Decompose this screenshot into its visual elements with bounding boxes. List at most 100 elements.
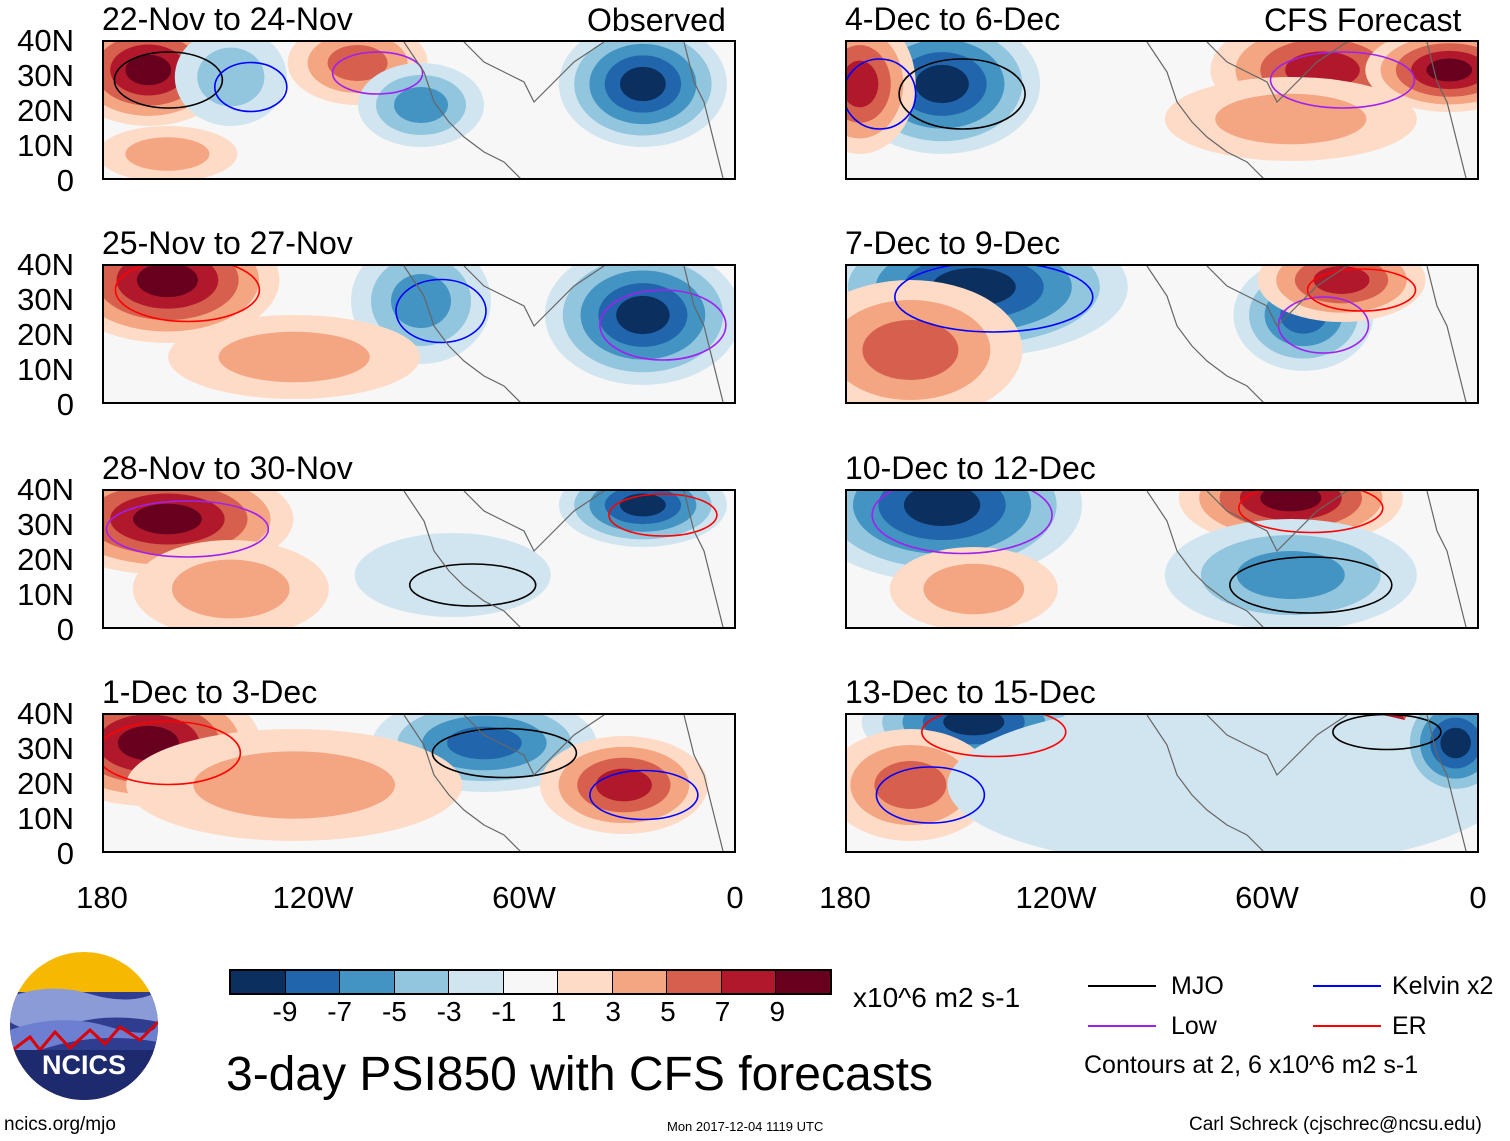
footer-credit: Carl Schreck (cjschrec@ncsu.edu): [1189, 1114, 1482, 1135]
anomaly-shading: [327, 45, 388, 81]
lon-label: 120W: [1015, 880, 1097, 915]
colorbar-tick: -7: [327, 996, 353, 1027]
colorbar-swatch: [558, 971, 613, 993]
map-panel: [845, 713, 1479, 853]
lat-label: 10N: [17, 801, 74, 836]
contour-line: [214, 61, 288, 113]
anomaly-shading: [847, 60, 879, 108]
anomaly-shading: [394, 87, 448, 123]
anomaly-shading: [915, 64, 969, 104]
map-panel: [102, 40, 736, 180]
contour-line: [114, 266, 261, 323]
anomaly-shading: [1440, 727, 1471, 759]
contour-line: [921, 715, 1067, 758]
legend-swatch-low: [1088, 1025, 1156, 1027]
lat-label: 30N: [17, 58, 74, 93]
map-panel: [845, 264, 1479, 404]
panel-title: 28-Nov to 30-Nov: [102, 450, 353, 486]
contour-line: [104, 720, 242, 786]
anomaly-shading: [947, 715, 1477, 851]
anomaly-shading: [923, 563, 1025, 615]
lat-label: 0: [56, 612, 74, 647]
lat-label: 0: [56, 387, 74, 422]
colorbar-swatch: [612, 971, 667, 993]
colorbar-tick: 9: [769, 996, 786, 1027]
contour-line: [113, 51, 224, 109]
lat-label: 30N: [17, 507, 74, 542]
panel-title: 25-Nov to 27-Nov: [102, 225, 353, 261]
coastline: [1146, 715, 1467, 851]
map-svg: [847, 491, 1477, 627]
lat-label: 10N: [17, 352, 74, 387]
contour-line: [847, 58, 917, 130]
contour-line: [871, 491, 1053, 555]
lat-label: 30N: [17, 282, 74, 317]
contour-line: [1238, 491, 1384, 534]
colorbar: [229, 969, 832, 995]
colorbar-units: x10^6 m2 s-1: [853, 982, 1021, 1013]
anomaly-shading: [619, 66, 666, 102]
anomaly-shading: [125, 137, 210, 171]
contour-line: [875, 766, 986, 824]
lat-label: 20N: [17, 317, 74, 352]
colorbar-tick: 3: [605, 996, 621, 1027]
colorbar-swatch: [285, 971, 340, 993]
anomaly-shading: [218, 331, 370, 383]
map-svg: [847, 42, 1477, 178]
colorbar-swatch: [667, 971, 722, 993]
map-svg: [847, 715, 1477, 851]
colorbar-tick: -3: [436, 996, 462, 1027]
contour-line: [105, 500, 270, 558]
anomaly-shading: [862, 320, 959, 380]
anomaly-shading: [874, 761, 947, 809]
anomaly-shading: [197, 47, 265, 107]
colorbar-swatch: [394, 971, 449, 993]
panel-title: 22-Nov to 24-Nov: [102, 1, 353, 37]
contour-line: [1228, 556, 1393, 614]
contour-line: [898, 58, 1026, 130]
colorbar-tick: -5: [381, 996, 407, 1027]
legend-swatch-kelvin: [1313, 985, 1381, 987]
anomaly-shading: [1236, 551, 1345, 599]
lon-label: 0: [1469, 880, 1487, 915]
lon-label: 180: [76, 880, 128, 915]
map-svg: [847, 266, 1477, 402]
map-svg: [104, 715, 734, 851]
observed-label: Observed: [587, 2, 726, 38]
anomaly-shading: [1215, 93, 1367, 145]
contour-line: [1306, 268, 1417, 312]
coastline: [403, 42, 724, 178]
lat-label: 0: [56, 836, 74, 871]
map-svg: [104, 266, 734, 402]
anomaly-shading: [1426, 58, 1473, 82]
anomaly-shading: [903, 491, 981, 526]
lat-label: 40N: [17, 247, 74, 282]
contour-line: [1269, 51, 1416, 109]
anomaly-shading: [391, 274, 451, 328]
contour-line: [589, 769, 699, 821]
coastline: [403, 715, 724, 851]
map-panel: [102, 713, 736, 853]
anomaly-shading: [136, 266, 198, 298]
lat-label: 40N: [17, 696, 74, 731]
colorbar-tick: 7: [714, 996, 731, 1027]
contour-line: [608, 493, 718, 537]
footer-url[interactable]: ncics.org/mjo: [4, 1114, 116, 1135]
legend-swatch-er: [1313, 1025, 1381, 1027]
panel-title: 7-Dec to 9-Dec: [845, 225, 1061, 261]
coastline: [403, 266, 724, 402]
lon-label: 60W: [492, 880, 556, 915]
anomaly-shading: [133, 503, 202, 535]
lat-label: 20N: [17, 542, 74, 577]
figure-title: 3-day PSI850 with CFS forecasts: [226, 1048, 933, 1101]
colorbar-swatch: [721, 971, 776, 993]
lat-label: 40N: [17, 472, 74, 507]
map-panel: [102, 264, 736, 404]
colorbar-swatch: [776, 971, 830, 993]
panel-title: 4-Dec to 6-Dec: [845, 1, 1061, 37]
colorbar-tick: 5: [660, 996, 676, 1027]
lat-label: 40N: [17, 23, 74, 58]
anomaly-shading: [125, 54, 172, 86]
map-panel: [102, 489, 736, 629]
